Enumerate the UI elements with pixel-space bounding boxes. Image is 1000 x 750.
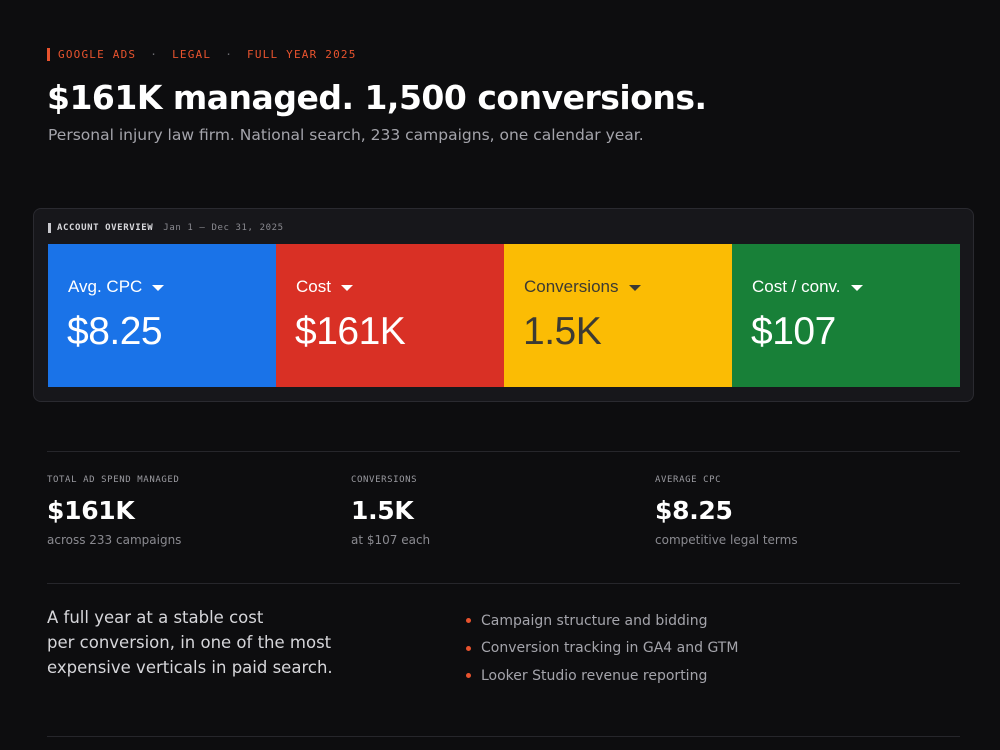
metric-tile-cost-per-conv[interactable]: Cost / conv. $107 (732, 244, 960, 387)
metric-value: $107 (751, 310, 836, 353)
bullet-dot-icon (466, 618, 471, 624)
overview-title: ACCOUNT OVERVIEW (57, 223, 154, 233)
metric-selector-cost-per-conv[interactable]: Cost / conv. (752, 277, 863, 297)
account-overview-panel: ACCOUNT OVERVIEW Jan 1 – Dec 31, 2025 Av… (33, 208, 974, 402)
bullet-dot-icon (466, 673, 471, 679)
list-item: Conversion tracking in GA4 and GTM (466, 635, 738, 663)
list-item-label: Campaign structure and bidding (481, 612, 708, 629)
summary-line: A full year at a stable cost (47, 608, 264, 627)
stat-value: 1.5K (351, 496, 414, 525)
stat-label: AVERAGE CPC (655, 475, 722, 485)
bullet-dot-icon (466, 645, 471, 651)
metric-tiles: Avg. CPC $8.25 Cost $161K Conversions 1.… (48, 244, 960, 387)
services-list: Campaign structure and bidding Conversio… (466, 607, 738, 690)
metric-selector-avg-cpc[interactable]: Avg. CPC (68, 277, 165, 297)
page-title: $161K managed. 1,500 conversions. (47, 78, 707, 117)
account-overview-header: ACCOUNT OVERVIEW Jan 1 – Dec 31, 2025 (48, 223, 284, 233)
summary-line: expensive verticals in paid search. (47, 658, 333, 677)
eyebrow-tag-platform: GOOGLE ADS (58, 48, 137, 61)
divider (47, 736, 960, 737)
caret-down-icon[interactable] (850, 285, 863, 291)
divider (47, 583, 960, 584)
stat-detail: competitive legal terms (655, 533, 798, 547)
list-item: Looker Studio revenue reporting (466, 662, 738, 690)
eyebrow: GOOGLE ADS · LEGAL · FULL YEAR 2025 (47, 48, 357, 61)
metric-label: Conversions (524, 277, 619, 296)
eyebrow-separator: · (150, 48, 159, 61)
stat-detail: across 233 campaigns (47, 533, 182, 547)
stat-detail: at $107 each (351, 533, 431, 547)
metric-value: 1.5K (523, 310, 602, 353)
stat-label: TOTAL AD SPEND MANAGED (47, 475, 180, 485)
summary-line: per conversion, in one of the most (47, 633, 332, 652)
metric-tile-avg-cpc[interactable]: Avg. CPC $8.25 (48, 244, 276, 387)
metric-value: $161K (295, 310, 406, 353)
stat-value: $161K (47, 496, 135, 525)
page-subtitle: Personal injury law firm. National searc… (48, 126, 644, 144)
metric-tile-conversions[interactable]: Conversions 1.5K (504, 244, 732, 387)
eyebrow-separator: · (225, 48, 234, 61)
stat-value: $8.25 (655, 496, 733, 525)
divider (47, 451, 960, 452)
metric-label: Avg. CPC (68, 277, 143, 296)
eyebrow-tag-period: FULL YEAR 2025 (247, 48, 357, 61)
summary-text: A full year at a stable cost per convers… (47, 605, 427, 680)
list-item-label: Conversion tracking in GA4 and GTM (481, 640, 739, 657)
metric-tile-cost[interactable]: Cost $161K (276, 244, 504, 387)
stat-total-spend: TOTAL AD SPEND MANAGED $161K across 233 … (47, 475, 181, 547)
caret-down-icon[interactable] (152, 285, 165, 291)
stat-conversions: CONVERSIONS 1.5K at $107 each (351, 475, 430, 547)
metric-selector-cost[interactable]: Cost (296, 277, 353, 297)
overview-date-range: Jan 1 – Dec 31, 2025 (163, 223, 284, 233)
eyebrow-tag-vertical: LEGAL (172, 48, 212, 61)
overview-accent-bar (48, 223, 51, 233)
list-item-label: Looker Studio revenue reporting (481, 667, 708, 684)
metric-label: Cost / conv. (752, 277, 841, 296)
metric-value: $8.25 (67, 310, 163, 353)
caret-down-icon[interactable] (628, 285, 641, 291)
metric-label: Cost (296, 277, 331, 296)
caret-down-icon[interactable] (340, 285, 353, 291)
stat-average-cpc: AVERAGE CPC $8.25 competitive legal term… (655, 475, 798, 547)
eyebrow-accent-bar (47, 48, 50, 61)
metric-selector-conversions[interactable]: Conversions (524, 277, 641, 297)
stat-label: CONVERSIONS (351, 475, 418, 485)
list-item: Campaign structure and bidding (466, 607, 738, 635)
